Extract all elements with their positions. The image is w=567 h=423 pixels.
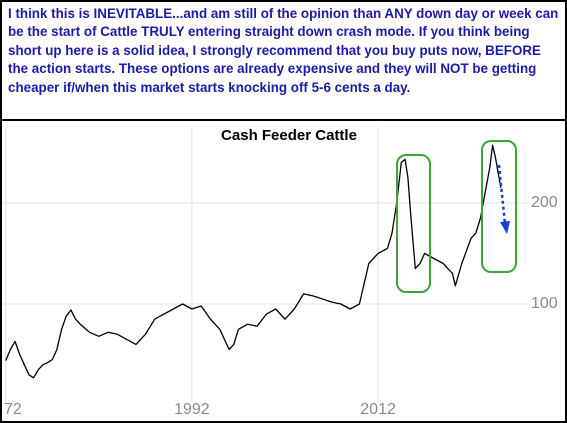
- chart-title: Cash Feeder Cattle: [221, 127, 357, 144]
- trend-arrow: [497, 164, 507, 225]
- highlight-box: [481, 140, 517, 273]
- price-line: [5, 144, 502, 379]
- x-tick-label: 1992: [174, 401, 210, 418]
- y-tick-label: 100: [531, 295, 558, 312]
- arrow-head: [500, 221, 510, 234]
- highlight-box: [396, 154, 431, 293]
- x-tick-label: 2012: [360, 401, 396, 418]
- y-tick-label: 200: [531, 194, 558, 211]
- annotation-text: I think this is INEVITABLE...and am stil…: [2, 2, 565, 121]
- x-tick-label: 72: [4, 401, 22, 418]
